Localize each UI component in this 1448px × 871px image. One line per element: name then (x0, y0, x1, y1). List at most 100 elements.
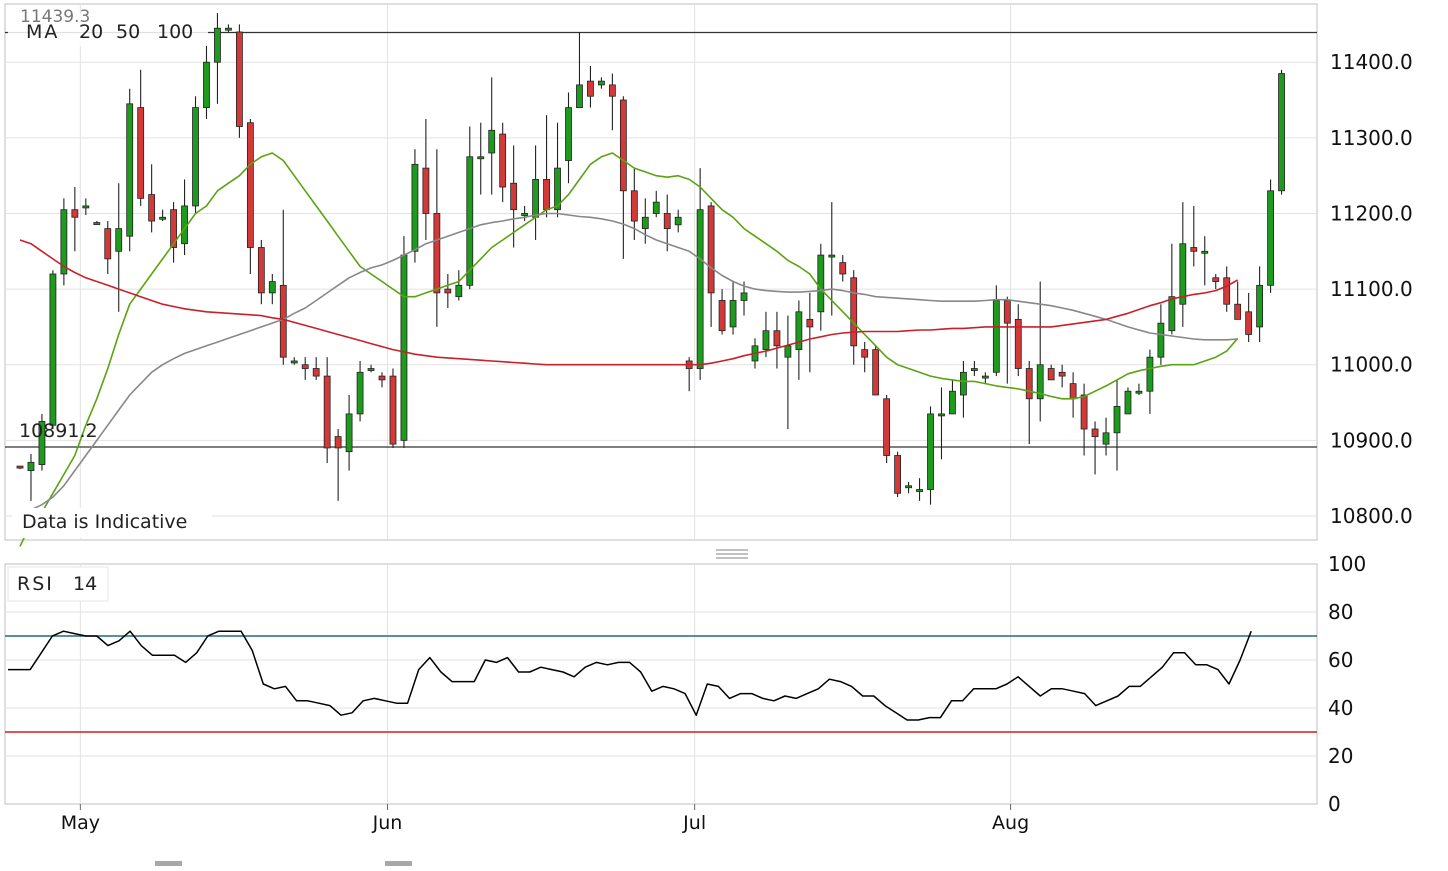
candle (323, 357, 331, 464)
candle-body (663, 213, 671, 230)
candle (1058, 364, 1066, 388)
candle-body (71, 209, 79, 218)
ma-100-line (19, 239, 1239, 366)
rsi-y-tick-label: 100 (1328, 552, 1366, 576)
candle (148, 164, 156, 233)
x-tick-label: May (61, 812, 100, 834)
candle-body (817, 254, 825, 313)
candle (192, 96, 199, 214)
candle-body (674, 216, 682, 226)
candle-body (290, 360, 298, 364)
candle-body (203, 61, 210, 108)
candle (905, 481, 912, 494)
candle-body (400, 254, 408, 441)
candle (718, 289, 726, 335)
candle-body (729, 300, 737, 328)
candle (268, 273, 276, 305)
price-y-tick-label: 11400.0 (1330, 50, 1413, 74)
candle (93, 221, 101, 225)
candle-body (1135, 390, 1143, 394)
candle (1113, 379, 1121, 471)
candle (795, 300, 803, 380)
candle-body (1047, 368, 1055, 381)
moving-average-lines (19, 152, 1239, 547)
candle (356, 360, 364, 422)
candle-body (477, 156, 485, 160)
ma-legend-background (8, 14, 208, 46)
x-tick-label: Jul (682, 812, 706, 834)
candle-body (367, 368, 375, 371)
candle (1179, 202, 1187, 327)
candle (707, 202, 715, 327)
rsi-y-tick-label: 40 (1328, 696, 1353, 720)
candle-body (598, 80, 605, 86)
candle-body (532, 179, 539, 218)
candle-body (1234, 303, 1242, 320)
candle (115, 183, 123, 312)
candle-body (795, 311, 803, 351)
candle (916, 478, 923, 501)
candle (71, 187, 79, 252)
candle-body (1278, 73, 1285, 192)
candle-body (696, 209, 704, 369)
ma-20-line (19, 152, 1239, 547)
candle-body (1025, 368, 1033, 400)
candle (488, 77, 496, 195)
candle (433, 149, 441, 327)
candle (927, 406, 934, 505)
candle-body (894, 455, 901, 494)
candle (521, 205, 529, 222)
candle (565, 92, 572, 184)
candle (1256, 266, 1264, 343)
candle-body (38, 421, 46, 465)
candle-body (1080, 394, 1088, 430)
candle (641, 198, 649, 244)
candle (1212, 273, 1220, 290)
candle-body (312, 368, 320, 377)
candle-body (1069, 383, 1077, 400)
candle (27, 453, 35, 501)
rsi-y-tick-label: 60 (1328, 648, 1353, 672)
rsi-lines (8, 630, 1252, 721)
candle (817, 243, 825, 331)
scroll-marker-left[interactable] (155, 861, 182, 866)
candle-body (16, 465, 24, 469)
panel-resize-handle[interactable] (700, 547, 764, 561)
candle (608, 73, 616, 131)
candle-body (1014, 318, 1022, 369)
candle-body (828, 254, 836, 258)
candle-body (389, 375, 397, 445)
candle-body (257, 247, 265, 294)
candle (334, 429, 342, 501)
ma-50-line (19, 212, 1238, 517)
candle-body (1190, 247, 1198, 252)
candle-body (279, 284, 287, 358)
candle-body (1245, 311, 1253, 335)
scroll-marker-right[interactable] (385, 861, 412, 866)
price-y-tick-label: 10800.0 (1330, 504, 1413, 528)
candle-body (850, 277, 858, 347)
candlesticks (16, 13, 1285, 505)
rsi-legend-background (7, 566, 109, 602)
x-tick-label: Jun (372, 812, 403, 834)
candle (981, 372, 989, 384)
candle (499, 122, 507, 203)
candle (762, 311, 770, 358)
candle-body (137, 107, 145, 199)
disclaimer-text: Data is Indicative (22, 511, 187, 533)
candle (960, 360, 967, 418)
candle-body (916, 489, 923, 492)
candle-body (1256, 284, 1264, 328)
candle (126, 88, 134, 252)
candle-body (554, 167, 561, 211)
candle-body (861, 349, 869, 358)
reference-lines (5, 31, 1317, 733)
candle (1091, 421, 1099, 475)
candle-body (806, 318, 814, 328)
candle-body (905, 485, 912, 489)
rsi-legend-label: RSI (17, 573, 54, 595)
candle (696, 168, 704, 380)
candle-body (641, 216, 649, 230)
candle (850, 270, 858, 365)
candle-body (707, 205, 715, 294)
